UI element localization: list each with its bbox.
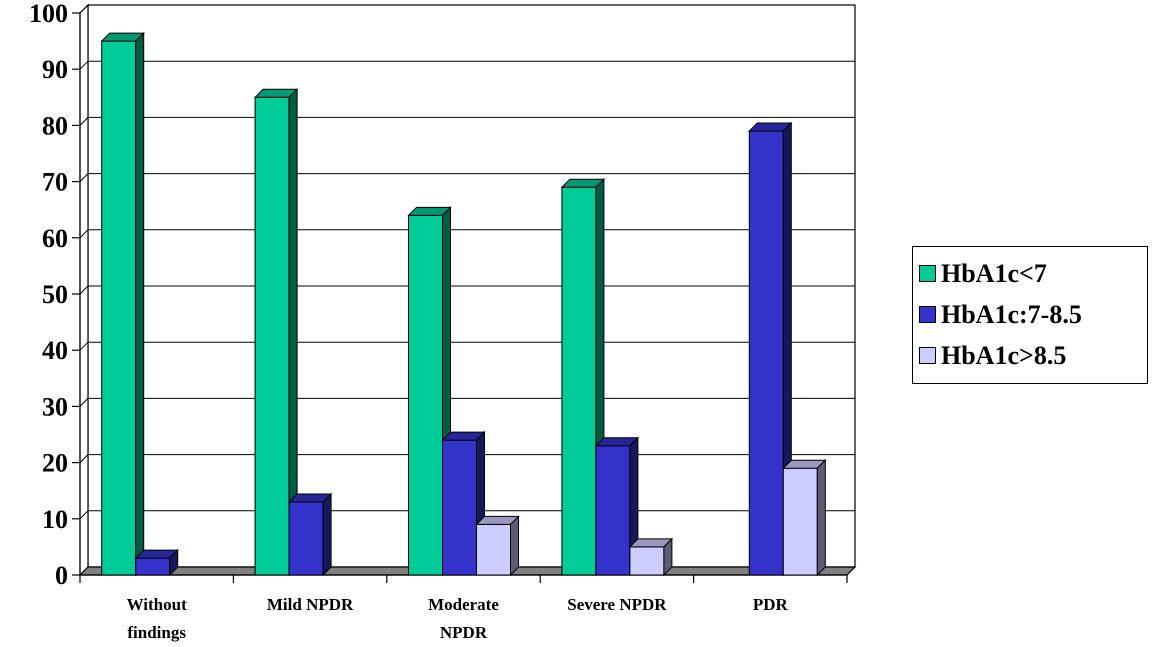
- x-tick-label: Severe NPDR: [567, 595, 667, 614]
- y-tick-label: 50: [42, 280, 68, 309]
- y-tick-label: 80: [42, 111, 68, 140]
- legend-swatch-hba1c-lt-7: [919, 265, 936, 282]
- y-tick-label: 60: [42, 224, 68, 253]
- x-tick-label: findings: [127, 623, 186, 642]
- x-tick-label: Mild NPDR: [267, 595, 354, 614]
- y-tick-label: 70: [42, 168, 68, 197]
- bar: [748, 130, 784, 576]
- bar: [782, 467, 818, 576]
- y-tick-label: 30: [42, 392, 68, 421]
- bar: [101, 40, 137, 576]
- bar-side: [510, 515, 519, 577]
- bar-side: [135, 31, 145, 577]
- legend-swatch-hba1c-7-8-5: [919, 306, 936, 323]
- legend-item-hba1c-7-8-5: HbA1c:7-8.5: [919, 294, 1147, 335]
- y-tick-label: 0: [55, 561, 68, 590]
- bar: [476, 523, 511, 576]
- bar: [254, 96, 290, 576]
- bar-side: [663, 537, 673, 577]
- bar: [288, 501, 324, 576]
- y-tick-label: 20: [42, 449, 68, 478]
- bar-side: [816, 459, 826, 577]
- y-tick-label: 90: [42, 55, 68, 84]
- legend-swatch-hba1c-gt-8-5: [919, 347, 936, 364]
- bar: [135, 557, 171, 576]
- bar-side: [322, 492, 332, 577]
- gridline: [79, 4, 855, 14]
- x-tick-label: Without: [127, 595, 187, 614]
- y-tick-label: 10: [42, 505, 68, 534]
- bar: [442, 439, 477, 576]
- bar: [595, 445, 631, 576]
- gridline: [79, 116, 855, 126]
- legend-item-hba1c-gt-8-5: HbA1c>8.5: [919, 335, 1147, 376]
- bar: [629, 546, 665, 576]
- bar: [408, 214, 443, 576]
- bar-side: [169, 548, 179, 577]
- legend: HbA1c<7 HbA1c:7-8.5 HbA1c>8.5: [912, 246, 1148, 384]
- x-tick-label: NPDR: [440, 623, 488, 642]
- y-tick-label: 100: [29, 0, 68, 28]
- x-tick-label: Moderate: [428, 595, 499, 614]
- legend-label: HbA1c<7: [941, 258, 1047, 288]
- legend-item-hba1c-lt-7: HbA1c<7: [919, 253, 1147, 294]
- gridline: [79, 60, 855, 70]
- gridline: [79, 173, 855, 182]
- legend-label: HbA1c:7-8.5: [941, 299, 1082, 329]
- bar: [561, 186, 597, 576]
- legend-label: HbA1c>8.5: [941, 340, 1067, 370]
- y-tick-label: 40: [42, 336, 68, 365]
- x-tick-label: PDR: [753, 595, 789, 614]
